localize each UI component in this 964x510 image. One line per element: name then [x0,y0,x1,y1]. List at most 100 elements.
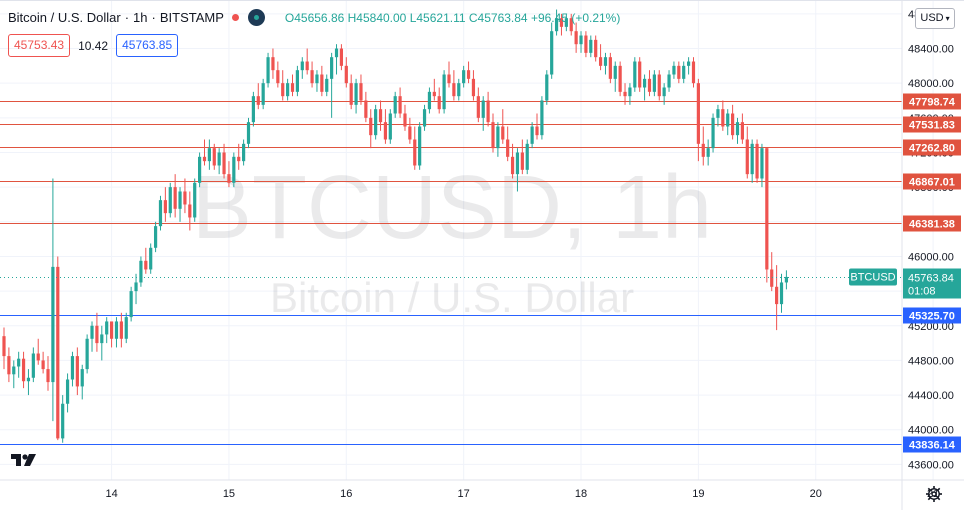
candle-body [222,152,226,175]
candle-body [667,74,671,88]
candle-body [65,379,70,404]
candle-body [628,87,632,97]
candle-body [354,83,358,105]
candle-body [638,61,642,88]
candle-body [374,109,378,136]
price-tick-label: 48400.00 [908,44,954,56]
candle-body [168,187,172,214]
candle-body [305,61,309,71]
time-axis[interactable]: 14 15 16 17 18 19 20 21 [105,488,939,500]
candle-body [750,143,754,175]
currency-selector[interactable]: USD ▾ [915,8,955,29]
candle-body [17,358,21,367]
candle-body [623,91,627,97]
candle-body [437,96,441,110]
candle-body [696,83,700,144]
candle-body [545,74,549,101]
candle-body [227,174,231,183]
legend-separator: · [124,10,130,25]
candle-body [501,126,505,140]
candle-body [515,152,520,175]
level-label: 47262.80 [909,143,955,155]
time-tick-label: 18 [575,488,587,500]
candle-body [613,65,617,79]
level-label: 45325.70 [909,311,955,323]
candle-body [144,260,148,270]
candle-body [334,48,339,58]
candle-body [564,18,568,27]
price-tick-label: 44800.00 [908,355,954,367]
candle-body [85,338,89,370]
candle-body [520,152,524,170]
candle-body [383,122,388,140]
candle-body [559,18,564,27]
candle-body [163,200,167,214]
candle-body [530,126,534,144]
level-label-box [903,173,961,190]
candle-body [158,200,163,227]
bid-price-button[interactable]: 45753.43 [8,34,71,57]
watermark-symbol: BTCUSD, 1h [192,158,712,258]
level-label: 46381.38 [909,219,955,231]
ask-price-button[interactable]: 45763.85 [116,34,179,57]
candle-body [212,148,216,166]
level-label-box [903,215,961,232]
candle-body [90,325,94,339]
candle-body [716,109,720,118]
gear-icon[interactable] [925,485,943,503]
candle-body [677,65,681,79]
candle-body [554,18,559,32]
time-tick-label: 19 [692,488,704,500]
candle-body [735,122,740,136]
candle-body [594,39,598,58]
candle-body [647,78,652,92]
candle-body [242,143,246,162]
candle-body [398,96,402,114]
candle-body [476,96,480,118]
candle-body [310,70,314,84]
time-tick-label: 15 [223,488,235,500]
candle-body [364,100,368,118]
candle-body [765,148,769,270]
candle-body [295,70,299,92]
candle-body [300,61,304,71]
last-price-value: 45763.84 [908,273,954,285]
candle-body [608,57,612,79]
symbol-tag-label: BTCUSD [850,272,895,284]
candle-body [726,113,730,127]
candle-body [491,122,495,149]
price-tick-label: 48000.00 [908,78,954,90]
candle-body [496,126,500,149]
last-price-tag [903,268,961,299]
candle-body [393,96,397,114]
candle-body [770,269,774,287]
candle-body [339,48,344,66]
symbol-title[interactable]: Bitcoin / U.S. Dollar [8,10,121,25]
low-value: L45621.11 [409,10,466,25]
tradingview-logo[interactable] [9,449,39,471]
candle-body [598,57,603,66]
candle-body [359,83,363,101]
time-tick-label: 14 [105,488,117,500]
candle-body [574,31,578,45]
candle-body [188,204,192,218]
chart-legend: Bitcoin / U.S. Dollar · 1h · BITSTAMP O4… [8,9,620,26]
candle-body [315,74,319,84]
candle-body [198,156,202,183]
candle-body [129,291,133,318]
candle-body [633,61,637,88]
candle-body [109,321,114,339]
level-labels: 47798.74 47531.83 47262.80 46867.01 46381.38… [903,93,961,453]
level-label-box [903,93,961,110]
candle-body [369,117,373,136]
price-axis[interactable]: 43600.00 44000.00 44400.00 44800.00 45200.00… [908,9,954,472]
candle-body [506,139,510,157]
eye-icon[interactable] [247,9,265,26]
candle-body [261,83,265,105]
candle-body [589,39,593,53]
candle-body [276,70,280,84]
candle-body [256,96,260,105]
interval-label[interactable]: 1h [133,10,148,25]
high-value: H45840.00 [347,10,407,25]
